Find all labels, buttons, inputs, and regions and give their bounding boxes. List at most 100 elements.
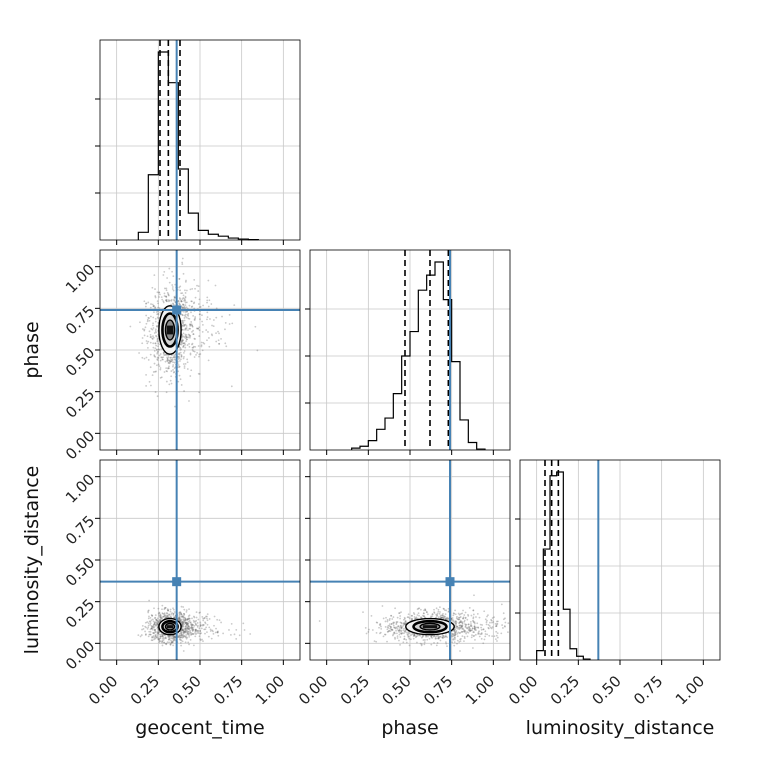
scatter-point: [169, 608, 172, 611]
scatter-point: [143, 357, 146, 360]
scatter-point: [256, 349, 259, 352]
scatter-point: [386, 619, 389, 621]
scatter-point: [147, 622, 150, 625]
scatter-point: [167, 362, 170, 365]
scatter-point: [419, 634, 422, 637]
scatter-point: [173, 636, 175, 639]
scatter-point: [391, 629, 394, 632]
scatter-point: [206, 316, 209, 319]
scatter-point: [504, 617, 506, 620]
scatter-point: [379, 631, 382, 634]
scatter-point: [487, 614, 489, 617]
scatter-point: [179, 636, 182, 639]
scatter-point: [167, 638, 170, 640]
scatter-point: [191, 300, 193, 303]
scatter-point: [153, 632, 155, 635]
scatter-point: [156, 623, 159, 626]
scatter-point: [371, 629, 374, 631]
scatter-point: [184, 346, 187, 349]
scatter-point: [190, 311, 192, 314]
scatter-point: [431, 615, 434, 618]
scatter-point: [437, 637, 439, 640]
scatter-point: [419, 608, 422, 611]
scatter-point: [479, 633, 482, 636]
scatter-point: [472, 635, 475, 638]
scatter-point: [190, 625, 193, 628]
scatter-point: [157, 607, 160, 610]
scatter-point: [148, 620, 151, 623]
scatter-point: [189, 323, 191, 326]
scatter-point: [153, 638, 155, 641]
scatter-point: [149, 366, 152, 369]
scatter-point: [441, 634, 444, 637]
scatter-point: [174, 639, 177, 642]
scatter-point: [178, 353, 181, 356]
scatter-point: [170, 303, 173, 306]
scatter-point: [161, 635, 164, 637]
scatter-point: [183, 613, 186, 615]
scatter-point: [153, 636, 156, 639]
scatter-point: [396, 616, 399, 619]
scatter-point: [184, 304, 187, 307]
scatter-point: [188, 327, 191, 330]
scatter-point: [180, 634, 183, 637]
scatter-point: [177, 364, 180, 366]
scatter-point: [193, 319, 196, 321]
scatter-point: [173, 638, 175, 641]
scatter-point: [192, 633, 195, 635]
scatter-point: [384, 633, 387, 636]
scatter-point: [479, 623, 482, 626]
scatter-point: [230, 385, 233, 388]
scatter-point: [406, 616, 409, 619]
scatter-point: [464, 623, 467, 626]
scatter-point: [178, 612, 181, 614]
scatter-point: [204, 628, 207, 631]
scatter-point: [457, 618, 460, 621]
scatter-point: [388, 624, 391, 627]
scatter-point: [456, 635, 459, 638]
scatter-point: [148, 630, 151, 633]
scatter-point: [224, 328, 226, 331]
scatter-point: [148, 615, 150, 618]
scatter-point: [196, 622, 199, 624]
scatter-point: [194, 317, 197, 320]
scatter-point: [184, 289, 186, 292]
scatter-point: [407, 635, 410, 638]
scatter-point: [156, 635, 159, 638]
scatter-point: [155, 311, 158, 313]
scatter-point: [454, 637, 456, 639]
scatter-point: [172, 361, 174, 363]
scatter-point: [153, 349, 156, 352]
scatter-point: [457, 612, 460, 615]
scatter-point: [180, 631, 183, 634]
scatter-point: [191, 617, 193, 620]
scatter-point: [458, 624, 461, 627]
scatter-point: [191, 626, 193, 629]
scatter-point: [184, 631, 187, 634]
scatter-point: [385, 616, 387, 619]
scatter-point: [187, 336, 190, 339]
scatter-point: [228, 323, 231, 325]
scatter-point: [150, 627, 153, 630]
scatter-point: [198, 373, 201, 375]
scatter-point: [471, 627, 474, 630]
scatter-point: [454, 633, 457, 636]
scatter-point: [460, 613, 462, 615]
scatter-point: [441, 636, 444, 639]
scatter-point: [182, 346, 185, 348]
scatter-point: [152, 632, 154, 634]
scatter-point: [154, 306, 157, 309]
scatter-point: [407, 631, 410, 633]
scatter-point: [454, 631, 457, 634]
scatter-point: [467, 631, 470, 634]
scatter-point: [524, 628, 526, 630]
scatter-point: [151, 625, 154, 628]
scatter-point: [155, 624, 158, 627]
scatter-point: [534, 635, 536, 637]
scatter-point: [145, 302, 148, 305]
scatter-point: [187, 641, 190, 644]
scatter-point: [191, 632, 194, 635]
scatter-point: [145, 340, 148, 342]
scatter-point: [516, 618, 518, 620]
scatter-point: [457, 626, 460, 629]
